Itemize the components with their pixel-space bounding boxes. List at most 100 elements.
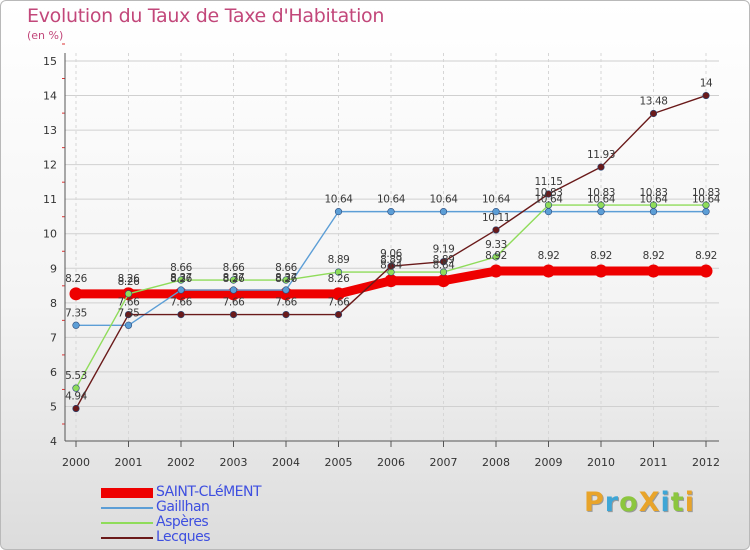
data-label: 8.26	[118, 273, 140, 285]
data-label: 10.83	[692, 187, 720, 199]
data-label: 8.26	[118, 276, 140, 288]
data-point	[702, 91, 710, 100]
data-point	[544, 208, 553, 216]
y-tick-label: 4	[50, 435, 57, 448]
data-label: 13.48	[639, 96, 667, 108]
data-label: 9.19	[433, 244, 455, 256]
data-point	[229, 276, 238, 284]
data-label: 7.66	[328, 297, 350, 309]
data-label: 9.33	[485, 239, 507, 251]
x-tick-label: 2009	[535, 456, 563, 469]
data-label: 8.66	[170, 262, 192, 274]
data-point	[334, 268, 343, 276]
y-tick-label: 7	[50, 331, 57, 344]
x-tick-label: 2005	[325, 456, 353, 469]
y-tick-label: 6	[50, 366, 57, 379]
data-point	[384, 274, 398, 288]
data-point	[69, 287, 83, 301]
data-point	[124, 310, 133, 319]
data-label: 5.53	[65, 370, 87, 382]
data-point	[597, 208, 605, 216]
data-label: 8.92	[695, 250, 717, 262]
x-tick-label: 2011	[640, 456, 668, 469]
logo-letter: r	[604, 487, 620, 518]
data-label: 8.92	[538, 250, 560, 262]
x-tick-label: 2004	[272, 456, 300, 469]
x-tick-label: 2003	[220, 456, 248, 469]
logo-letter: X	[638, 487, 661, 518]
data-label: 7.35	[118, 307, 140, 319]
data-point	[702, 208, 710, 216]
data-point	[597, 201, 605, 209]
data-label: 8.64	[380, 260, 402, 272]
y-tick-label: 5	[50, 400, 57, 413]
legend-label: Gaillhan	[156, 499, 210, 515]
data-point	[699, 264, 713, 278]
data-point	[649, 201, 658, 209]
data-label: 8.92	[643, 250, 665, 262]
data-label: 8.64	[433, 260, 455, 272]
data-label: 10.83	[587, 187, 615, 199]
data-point	[439, 258, 448, 266]
data-point	[177, 286, 185, 294]
logo-letter: o	[619, 487, 639, 518]
data-label: 10.83	[639, 187, 667, 199]
legend-label: Lecques	[156, 529, 211, 545]
y-tick-label: 8	[50, 297, 57, 310]
data-point	[492, 253, 500, 261]
data-label: 9.06	[380, 248, 402, 260]
data-point	[594, 264, 608, 278]
proxiti-logo: ProXiti	[584, 487, 695, 518]
legend-swatch	[101, 537, 153, 539]
data-label: 8.92	[485, 250, 507, 262]
data-point	[124, 321, 133, 329]
data-label: 8.66	[223, 262, 245, 274]
data-point	[489, 264, 503, 278]
data-label: 8.37	[170, 272, 192, 284]
data-point	[439, 208, 448, 216]
data-label: 10.64	[534, 194, 563, 206]
data-point	[282, 276, 290, 284]
data-label: 7.66	[275, 297, 297, 309]
legend-label: SAINT-CLéMENT	[156, 484, 262, 500]
data-point	[332, 287, 345, 301]
data-label: 8.92	[590, 250, 612, 262]
data-point	[649, 109, 658, 118]
x-tick-label: 2002	[167, 456, 195, 469]
data-label: 10.64	[377, 194, 406, 206]
data-label: 8.89	[433, 254, 455, 266]
data-point	[229, 310, 238, 319]
data-point	[437, 274, 450, 288]
logo-letter: i	[684, 487, 695, 518]
data-point	[647, 264, 660, 278]
data-point	[544, 190, 553, 198]
data-label: 10.64	[639, 194, 668, 206]
data-point	[177, 310, 185, 319]
y-tick-label: 11	[43, 193, 57, 206]
data-label: 8.26	[328, 273, 350, 285]
data-label: 14	[700, 78, 713, 90]
logo-letter: t	[670, 487, 685, 518]
logo-letter: P	[584, 487, 605, 518]
unit-label: (en %)	[27, 29, 64, 42]
data-label: 8.26	[65, 273, 87, 285]
data-label: 10.83	[534, 187, 562, 199]
y-tick-label: 10	[43, 228, 57, 241]
y-tick-label: 15	[43, 55, 57, 68]
x-tick-label: 2012	[692, 456, 720, 469]
legend-label: Aspères	[156, 514, 209, 530]
data-labels: 8.26 8.26 8.26 8.26 8.26 8.26 8.64 8.64 8.92 8.92…	[65, 78, 721, 403]
y-tick-label: 13	[43, 124, 57, 137]
data-label: 4.94	[65, 391, 87, 403]
legend-swatch	[101, 522, 153, 524]
data-point	[229, 286, 238, 294]
data-point	[387, 262, 395, 270]
legend-swatch	[101, 488, 153, 498]
x-tick-label: 2007	[430, 456, 458, 469]
x-tick-label: 2000	[62, 456, 90, 469]
data-label: 11.93	[587, 149, 615, 161]
data-point	[124, 290, 133, 298]
y-tick-label: 14	[43, 90, 57, 103]
data-label: 10.64	[324, 194, 353, 206]
data-label: 8.26	[170, 273, 192, 285]
